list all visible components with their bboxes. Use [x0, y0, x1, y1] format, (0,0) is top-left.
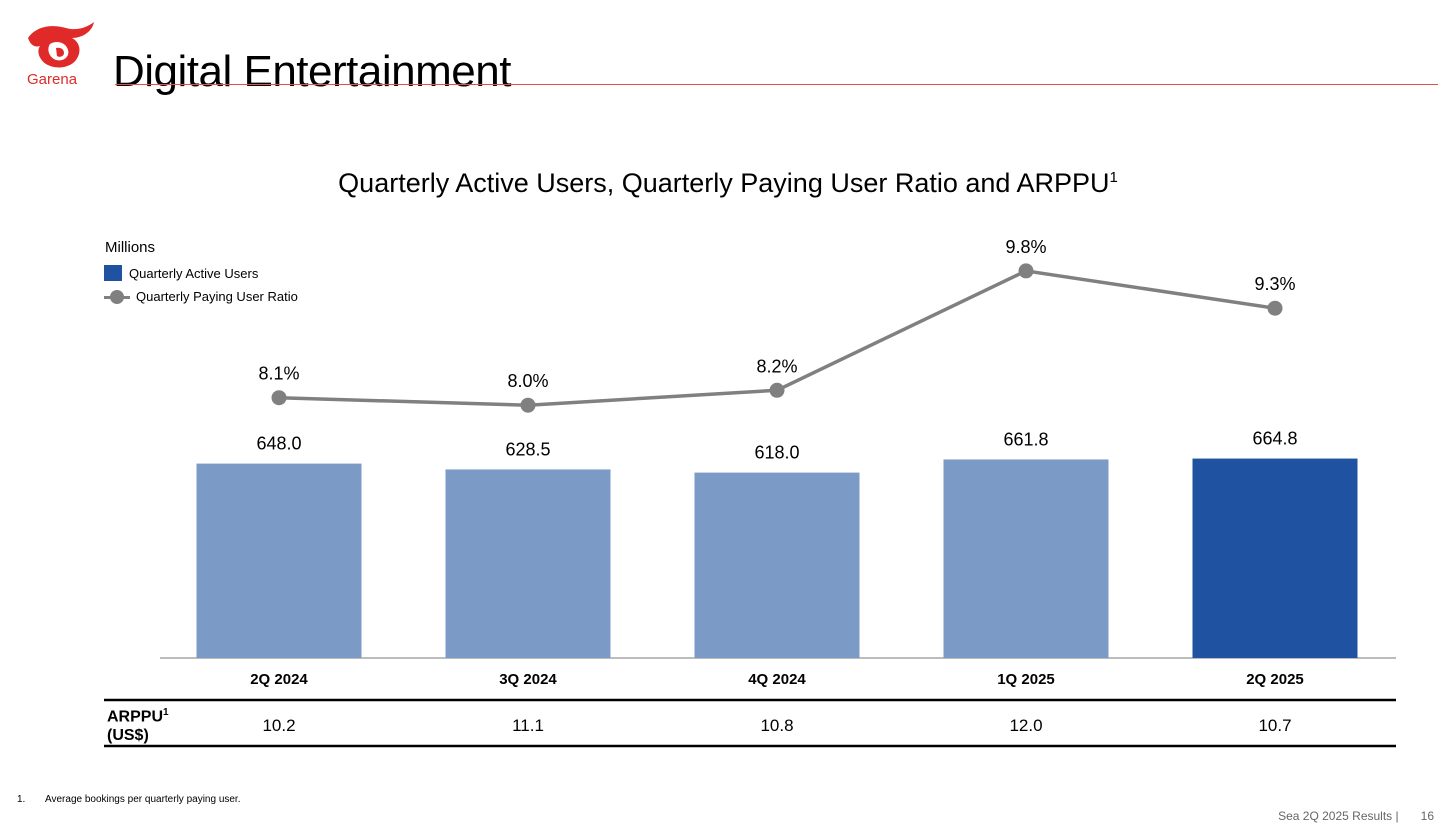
- legend-line-marker-icon: [104, 289, 130, 304]
- bar-active-users: [1192, 458, 1358, 658]
- paying-ratio-point: [520, 397, 536, 413]
- paying-ratio-label: 9.3%: [1254, 274, 1295, 294]
- arppu-value: 12.0: [1009, 716, 1042, 735]
- x-tick-label: 2Q 2025: [1246, 671, 1304, 688]
- legend-label-active-users: Quarterly Active Users: [129, 265, 259, 281]
- page-number: 16: [1420, 809, 1434, 823]
- arppu-value: 10.7: [1258, 716, 1291, 735]
- arppu-value: 11.1: [512, 716, 544, 735]
- x-tick-label: 4Q 2024: [748, 671, 806, 688]
- title-divider: [115, 84, 1438, 85]
- garena-logo-icon: [28, 22, 94, 68]
- footnote: 1. Average bookings per quarterly paying …: [17, 794, 241, 805]
- footer-text: Sea 2Q 2025 Results |: [1278, 809, 1399, 823]
- paying-ratio-point: [1018, 263, 1034, 279]
- paying-ratio-label: 8.2%: [756, 356, 797, 376]
- bar-value-label: 664.8: [1252, 429, 1297, 449]
- arppu-value: 10.8: [760, 716, 793, 735]
- legend-swatch-bar: [104, 265, 122, 281]
- bar-active-users: [445, 469, 611, 658]
- units-label: Millions: [105, 239, 156, 256]
- x-tick-label: 2Q 2024: [250, 671, 308, 688]
- paying-ratio-label: 8.1%: [258, 364, 299, 384]
- chart-title: Quarterly Active Users, Quarterly Paying…: [338, 168, 1118, 198]
- bar-active-users: [196, 463, 362, 658]
- bar-value-label: 618.0: [754, 443, 799, 463]
- legend-item-active-users: Quarterly Active Users: [104, 265, 258, 281]
- bar-value-label: 648.0: [256, 434, 301, 454]
- x-tick-label: 1Q 2025: [997, 671, 1055, 688]
- legend-item-paying-ratio: Quarterly Paying User Ratio: [104, 289, 298, 304]
- paying-ratio-point: [769, 382, 785, 398]
- bar-active-users: [694, 472, 860, 658]
- arppu-row-label: ARPPU1 (US$): [107, 707, 169, 745]
- paying-ratio-label: 9.8%: [1005, 237, 1046, 257]
- paying-ratio-point: [271, 390, 287, 406]
- paying-ratio-label: 8.0%: [507, 371, 548, 391]
- footer: Sea 2Q 2025 Results | 16: [1278, 809, 1434, 823]
- paying-ratio-point: [1267, 300, 1283, 316]
- page-title: Digital Entertainment: [113, 47, 511, 97]
- legend-label-paying-ratio: Quarterly Paying User Ratio: [136, 289, 298, 304]
- garena-logo-text: Garena: [27, 71, 78, 88]
- x-tick-label: 3Q 2024: [499, 671, 557, 688]
- bar-value-label: 628.5: [505, 439, 550, 459]
- bar-active-users: [943, 459, 1109, 658]
- bar-value-label: 661.8: [1003, 429, 1048, 449]
- arppu-value: 10.2: [262, 716, 295, 735]
